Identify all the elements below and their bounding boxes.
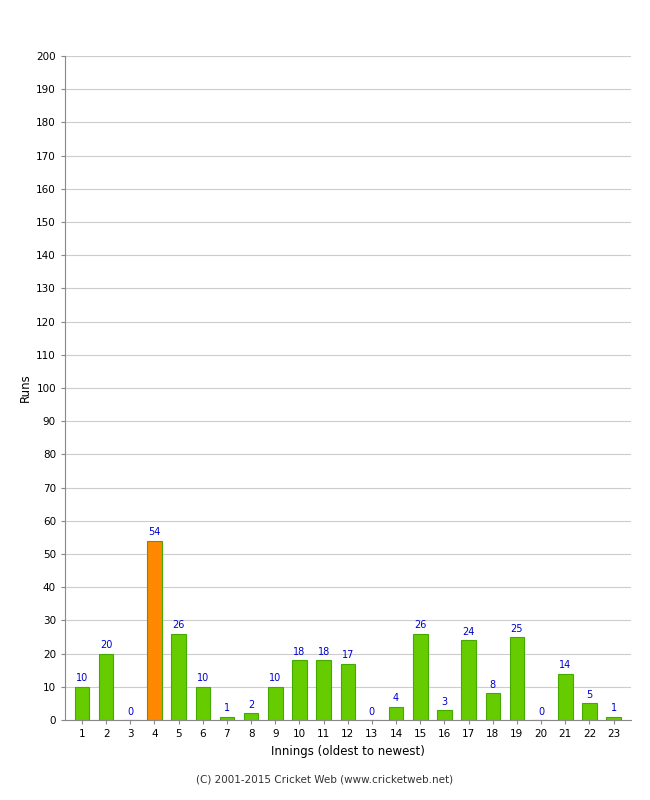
Text: 0: 0	[369, 706, 375, 717]
Text: 54: 54	[148, 527, 161, 538]
Bar	[510, 637, 524, 720]
Text: 8: 8	[489, 680, 496, 690]
Bar	[99, 654, 113, 720]
Bar	[244, 714, 258, 720]
Bar	[196, 686, 210, 720]
Text: 26: 26	[414, 620, 426, 630]
Text: 4: 4	[393, 694, 399, 703]
Bar	[317, 660, 331, 720]
Bar	[172, 634, 186, 720]
Y-axis label: Runs: Runs	[19, 374, 32, 402]
Text: 0: 0	[538, 706, 544, 717]
Text: 1: 1	[224, 703, 230, 714]
Text: 18: 18	[317, 647, 330, 657]
Bar	[220, 717, 234, 720]
Bar	[389, 706, 404, 720]
Text: 17: 17	[341, 650, 354, 660]
Bar	[606, 717, 621, 720]
Text: 5: 5	[586, 690, 593, 700]
Text: 10: 10	[76, 674, 88, 683]
Text: 10: 10	[269, 674, 281, 683]
Text: 25: 25	[511, 624, 523, 634]
Text: 0: 0	[127, 706, 133, 717]
Text: (C) 2001-2015 Cricket Web (www.cricketweb.net): (C) 2001-2015 Cricket Web (www.cricketwe…	[196, 774, 454, 784]
Text: 1: 1	[610, 703, 617, 714]
Text: 10: 10	[196, 674, 209, 683]
Text: 26: 26	[172, 620, 185, 630]
Text: 20: 20	[100, 640, 112, 650]
Bar	[437, 710, 452, 720]
Bar	[147, 541, 162, 720]
Bar	[558, 674, 573, 720]
Bar	[292, 660, 307, 720]
Text: 2: 2	[248, 700, 254, 710]
Bar	[413, 634, 428, 720]
Text: 14: 14	[559, 660, 571, 670]
Text: 18: 18	[293, 647, 306, 657]
X-axis label: Innings (oldest to newest): Innings (oldest to newest)	[271, 745, 424, 758]
Text: 3: 3	[441, 697, 447, 706]
Bar	[486, 694, 500, 720]
Bar	[582, 703, 597, 720]
Bar	[341, 663, 355, 720]
Bar	[462, 640, 476, 720]
Bar	[75, 686, 89, 720]
Text: 24: 24	[462, 627, 474, 637]
Bar	[268, 686, 283, 720]
